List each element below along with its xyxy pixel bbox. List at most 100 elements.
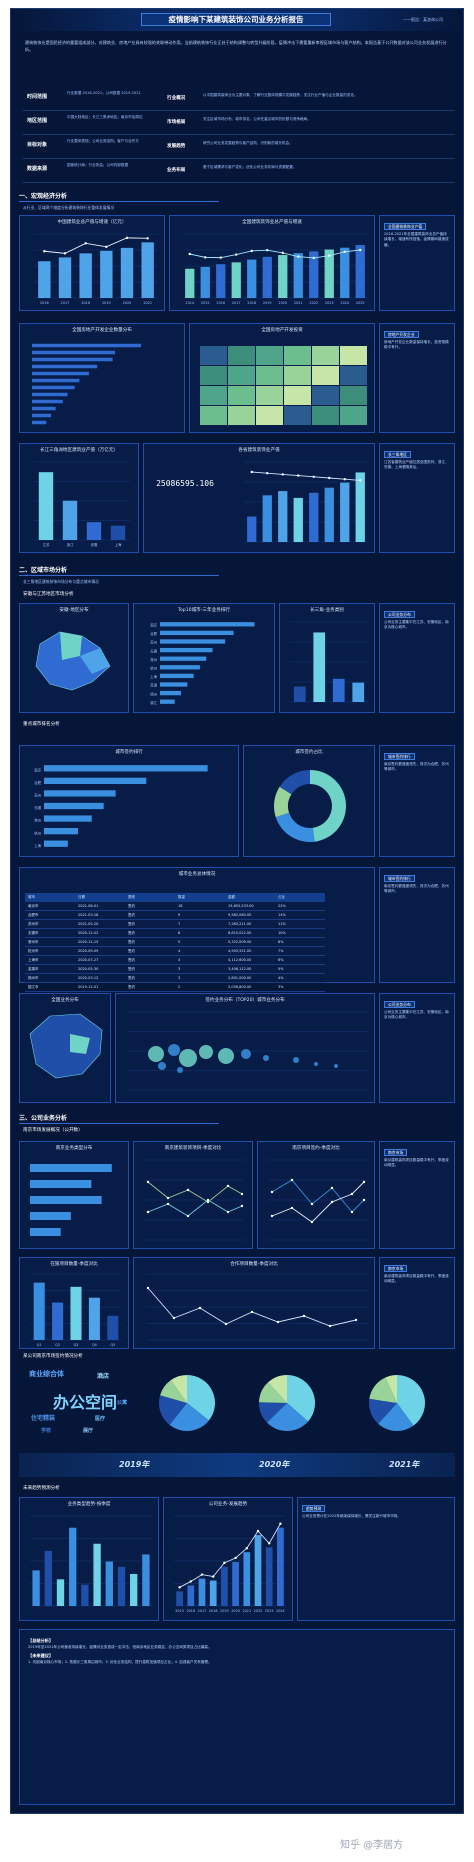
bar xyxy=(142,1554,150,1606)
heat-cell xyxy=(256,386,283,405)
panel-title: 全国业务分布 xyxy=(51,998,79,1003)
data-point xyxy=(189,1580,192,1583)
data-point xyxy=(276,1320,280,1324)
panel-title: 南京项目签约-季度对比 xyxy=(292,1146,340,1151)
word-cloud-term: 学校 xyxy=(41,1428,52,1434)
scope-value: 中国大陆地区；长江三角洲地区；南京市及周边 xyxy=(67,115,143,119)
bar xyxy=(176,1591,183,1606)
table-cell: 2021-05-20 xyxy=(78,922,99,926)
tick-label: Q4 xyxy=(92,1343,97,1347)
bar xyxy=(160,690,182,696)
bar xyxy=(44,1550,52,1606)
data-point xyxy=(281,473,284,476)
chart-top20-scatter xyxy=(128,1011,368,1091)
bar xyxy=(107,1315,119,1340)
tick-label: 常州 xyxy=(34,818,41,823)
table-header-cell: 日期 xyxy=(78,895,85,899)
tick-label: 2023 xyxy=(265,1609,274,1613)
bubble xyxy=(263,1055,269,1061)
tick-label: 2015 xyxy=(201,301,210,305)
year-label: 2020年 xyxy=(259,1460,290,1469)
bar xyxy=(200,266,210,298)
table-cell: 2019-12-01 xyxy=(78,985,99,989)
bar xyxy=(160,699,175,704)
data-point xyxy=(178,1586,181,1589)
table-cell: 3% xyxy=(278,985,284,989)
data-point xyxy=(146,1180,150,1184)
bubble xyxy=(177,1067,183,1073)
pie-slice xyxy=(268,1375,287,1403)
tick-label: 上海 xyxy=(34,843,41,848)
summary-panel: 【总结分析】 2019年至2021年公司营收持续增长，疫情对业务造成一定冲击，但… xyxy=(19,1629,455,1805)
tick-label: 2024 xyxy=(340,301,349,305)
bar xyxy=(254,1535,262,1606)
data-point xyxy=(312,256,315,260)
tick-label: 南京 xyxy=(150,622,157,627)
pie-slice xyxy=(275,812,315,842)
panel-city-ranking: 城市签约排行 南京 合肥 苏州 无锡 常州 杭州 上海 xyxy=(19,745,239,857)
bubble xyxy=(148,1046,164,1062)
info-value: 基于区域需求与客户变化，优化公司业务布局与资源配置。 xyxy=(203,165,297,169)
pie-slice xyxy=(274,786,292,818)
word-cloud-term: 住宅精装 xyxy=(31,1415,56,1422)
table-cell: 合肥市 xyxy=(28,913,39,917)
panel-title: 安徽-地区分布 xyxy=(59,608,89,613)
table-header-cell: 占比 xyxy=(278,895,285,899)
panel-title: 业务类型趋势-按季度 xyxy=(67,1502,111,1507)
bar xyxy=(340,482,350,542)
bar xyxy=(38,261,51,298)
note-heading: 城市签约排行 xyxy=(384,875,415,883)
note-nanjing: 南京市场 南京建筑装饰项目数量稳中有升，季度波动明显。 xyxy=(379,1141,455,1249)
tick-label: 2020 xyxy=(231,1609,240,1613)
bar xyxy=(30,1164,112,1172)
table-cell: 2,056,800.00 xyxy=(228,985,252,989)
tick-label: 2024 xyxy=(276,1609,285,1613)
bubble xyxy=(293,1057,299,1063)
table-cell: 7% xyxy=(278,949,284,953)
pie-slice xyxy=(369,1398,397,1424)
data-point xyxy=(354,1318,358,1322)
sub-heading: 未来趋势预测分析 xyxy=(23,1486,60,1491)
bar xyxy=(247,259,257,298)
data-point xyxy=(188,252,191,256)
tick-label: 无锡 xyxy=(150,648,157,653)
data-point xyxy=(362,1198,366,1202)
bar xyxy=(324,487,334,542)
info-value: 以中国建筑装饰业为主要对象，了解行业整体规模与发展趋势，关注行业产值与企业数量的… xyxy=(203,93,358,97)
bar xyxy=(32,413,51,418)
table-cell: 签约 xyxy=(128,967,135,971)
pie-slice xyxy=(397,1375,425,1426)
table-cell: 签约 xyxy=(128,958,135,962)
data-point xyxy=(328,476,331,480)
section-subtitle: 从行业、区域两个维度分析建筑装饰行业整体发展情况 xyxy=(23,205,115,210)
data-point xyxy=(297,255,300,258)
bar xyxy=(58,257,72,298)
table-header-cell: 数量 xyxy=(178,895,185,899)
data-point xyxy=(146,1286,150,1290)
table-cell: 签约 xyxy=(128,940,135,944)
table-cell: 11% xyxy=(278,922,286,926)
bar xyxy=(32,399,63,404)
tick-label: 2021 xyxy=(242,1609,251,1613)
data-point xyxy=(204,256,207,259)
data-point xyxy=(359,479,362,482)
chart-year-pies xyxy=(159,1375,425,1431)
panel-title: 各省建筑装饰业产值 xyxy=(238,448,280,453)
info-value: 关注区域市场分布、城市排名、公司在重点城市的份额与竞争格局。 xyxy=(203,117,311,121)
bar xyxy=(340,247,350,298)
city-table: 城市 日期 类别 数量 金额 占比 南京市 2021-06-01 签约 18 15,65… xyxy=(25,893,325,992)
tick-label: 2021 xyxy=(143,301,152,305)
bubble xyxy=(218,1048,234,1064)
bar xyxy=(309,492,319,542)
tick-label: 上海 xyxy=(150,674,157,679)
info-row: 发展趋势 研究公司业务发展趋势与客户结构，识别新的增长机会。 xyxy=(163,135,455,159)
tick-label: 无锡 xyxy=(34,805,41,810)
table-cell: 4% xyxy=(278,976,284,980)
data-point xyxy=(212,1575,215,1578)
table-cell: 2021-03-18 xyxy=(78,913,99,917)
note-decoration: 全国建筑装饰业产值 2016-2021年全国建筑装饰业总产值持续增长，增速有所回… xyxy=(379,215,455,311)
note-text: 南京建筑装饰项目数量稳中有升，季度波动明显。 xyxy=(384,1158,449,1168)
bar xyxy=(32,406,56,411)
data-point xyxy=(146,237,149,240)
bar xyxy=(105,1561,113,1606)
